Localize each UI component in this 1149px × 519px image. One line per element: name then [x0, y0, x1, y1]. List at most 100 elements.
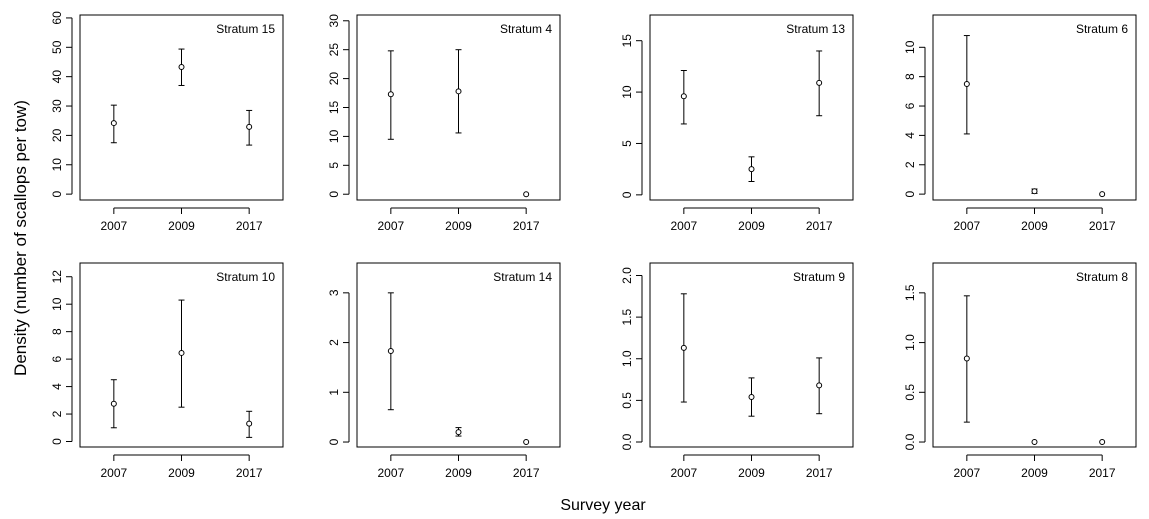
y-tick-label: 1.0	[620, 350, 634, 367]
data-point	[816, 382, 823, 389]
y-tick-label: 8	[50, 328, 64, 335]
data-point	[1031, 188, 1038, 195]
x-tick-label: 2017	[806, 219, 833, 233]
y-tick-label: 0	[620, 191, 634, 198]
data-point	[680, 344, 687, 351]
panel-title: Stratum 6	[1076, 22, 1128, 36]
x-tick-label: 2017	[513, 219, 540, 233]
x-tick-label: 2009	[445, 219, 472, 233]
y-tick-label: 10	[327, 129, 341, 143]
panel-title: Stratum 9	[793, 270, 845, 284]
y-tick-label: 50	[50, 40, 64, 54]
y-tick-label: 2	[903, 161, 917, 168]
x-tick-label: 2007	[953, 466, 980, 480]
y-tick-label: 20	[327, 72, 341, 86]
panel-8: 0.0 0.5 1.0 1.5 2007 2009 2017 Stratum 8	[903, 262, 1137, 480]
x-tick-label: 2007	[953, 219, 980, 233]
y-axis-label: Density (number of scallops per tow)	[11, 100, 30, 376]
x-tick-label: 2017	[513, 466, 540, 480]
y-tick-label: 12	[50, 270, 64, 284]
y-tick-label: 0.5	[903, 384, 917, 401]
plot-box	[932, 262, 1137, 448]
x-tick-label: 2007	[377, 466, 404, 480]
data-point	[963, 355, 970, 362]
data-point	[523, 191, 530, 198]
data-point	[748, 166, 755, 173]
y-tick-label: 0.0	[903, 433, 917, 450]
y-tick-label: 10	[50, 158, 64, 172]
x-tick-label: 2009	[738, 466, 765, 480]
x-tick-label: 2017	[1089, 219, 1116, 233]
data-point	[387, 91, 394, 98]
y-tick-label: 2.0	[620, 267, 634, 284]
x-axis-label: Survey year	[560, 497, 646, 514]
y-tick-label: 0.5	[620, 392, 634, 409]
data-point	[178, 349, 185, 356]
data-point	[455, 429, 462, 436]
y-tick-label: 0	[50, 190, 64, 197]
y-tick-label: 15	[620, 34, 634, 48]
data-point	[816, 79, 823, 86]
data-point	[523, 439, 530, 446]
y-tick-label: 4	[903, 132, 917, 139]
y-tick-label: 2	[50, 410, 64, 417]
x-tick-label: 2009	[1021, 219, 1048, 233]
data-point	[1031, 439, 1038, 446]
data-point	[110, 400, 117, 407]
plot-box	[356, 14, 561, 201]
y-tick-label: 0	[327, 191, 341, 198]
panel-4: 0 2 4 6 8 10 2007 2009 2017 Stratum 6	[903, 14, 1137, 233]
y-tick-label: 5	[327, 162, 341, 169]
x-tick-label: 2009	[168, 466, 195, 480]
data-point	[246, 420, 253, 427]
y-tick-label: 3	[327, 289, 341, 296]
y-tick-label: 2	[327, 339, 341, 346]
data-point	[1099, 191, 1106, 198]
y-tick-label: 0	[903, 190, 917, 197]
plot-box	[649, 262, 854, 448]
data-point	[1099, 439, 1106, 446]
y-tick-label: 10	[903, 40, 917, 54]
x-tick-label: 2017	[1089, 466, 1116, 480]
y-tick-label: 0.0	[620, 433, 634, 450]
plot-box	[79, 14, 284, 201]
y-tick-label: 30	[327, 14, 341, 28]
data-point	[387, 348, 394, 355]
panel-title: Stratum 15	[216, 22, 275, 36]
plot-box	[932, 14, 1137, 201]
data-point	[748, 394, 755, 401]
y-tick-label: 8	[903, 73, 917, 80]
panel-title: Stratum 8	[1076, 270, 1128, 284]
x-tick-label: 2009	[1021, 466, 1048, 480]
y-tick-label: 1.5	[620, 308, 634, 325]
y-tick-label: 25	[327, 43, 341, 57]
x-tick-label: 2007	[670, 219, 697, 233]
plot-box	[649, 14, 854, 201]
data-point	[680, 93, 687, 100]
y-tick-label: 1.5	[903, 284, 917, 301]
y-tick-label: 10	[50, 297, 64, 311]
x-tick-label: 2009	[738, 219, 765, 233]
panel-title: Stratum 14	[493, 270, 552, 284]
x-tick-label: 2007	[377, 219, 404, 233]
x-tick-label: 2017	[236, 219, 263, 233]
data-point	[110, 120, 117, 127]
y-tick-label: 6	[903, 102, 917, 109]
plot-box	[356, 262, 561, 448]
x-tick-label: 2009	[168, 219, 195, 233]
panel-7: 0.0 0.5 1.0 1.5 2.0 2007 2009 2017 Stratum 9	[620, 262, 854, 480]
x-tick-label: 2017	[806, 466, 833, 480]
y-tick-label: 0	[327, 438, 341, 445]
y-tick-label: 5	[620, 140, 634, 147]
x-tick-label: 2007	[100, 466, 127, 480]
x-tick-label: 2007	[100, 219, 127, 233]
panel-1: 0 10 20 30 40 50 60 2007 2009 2017 Stratum 15	[50, 11, 284, 233]
x-tick-label: 2009	[445, 466, 472, 480]
data-point	[178, 63, 185, 70]
y-tick-label: 0	[50, 438, 64, 445]
y-tick-label: 40	[50, 70, 64, 84]
y-tick-label: 10	[620, 85, 634, 99]
data-point	[246, 123, 253, 130]
panel-title: Stratum 4	[500, 22, 552, 36]
